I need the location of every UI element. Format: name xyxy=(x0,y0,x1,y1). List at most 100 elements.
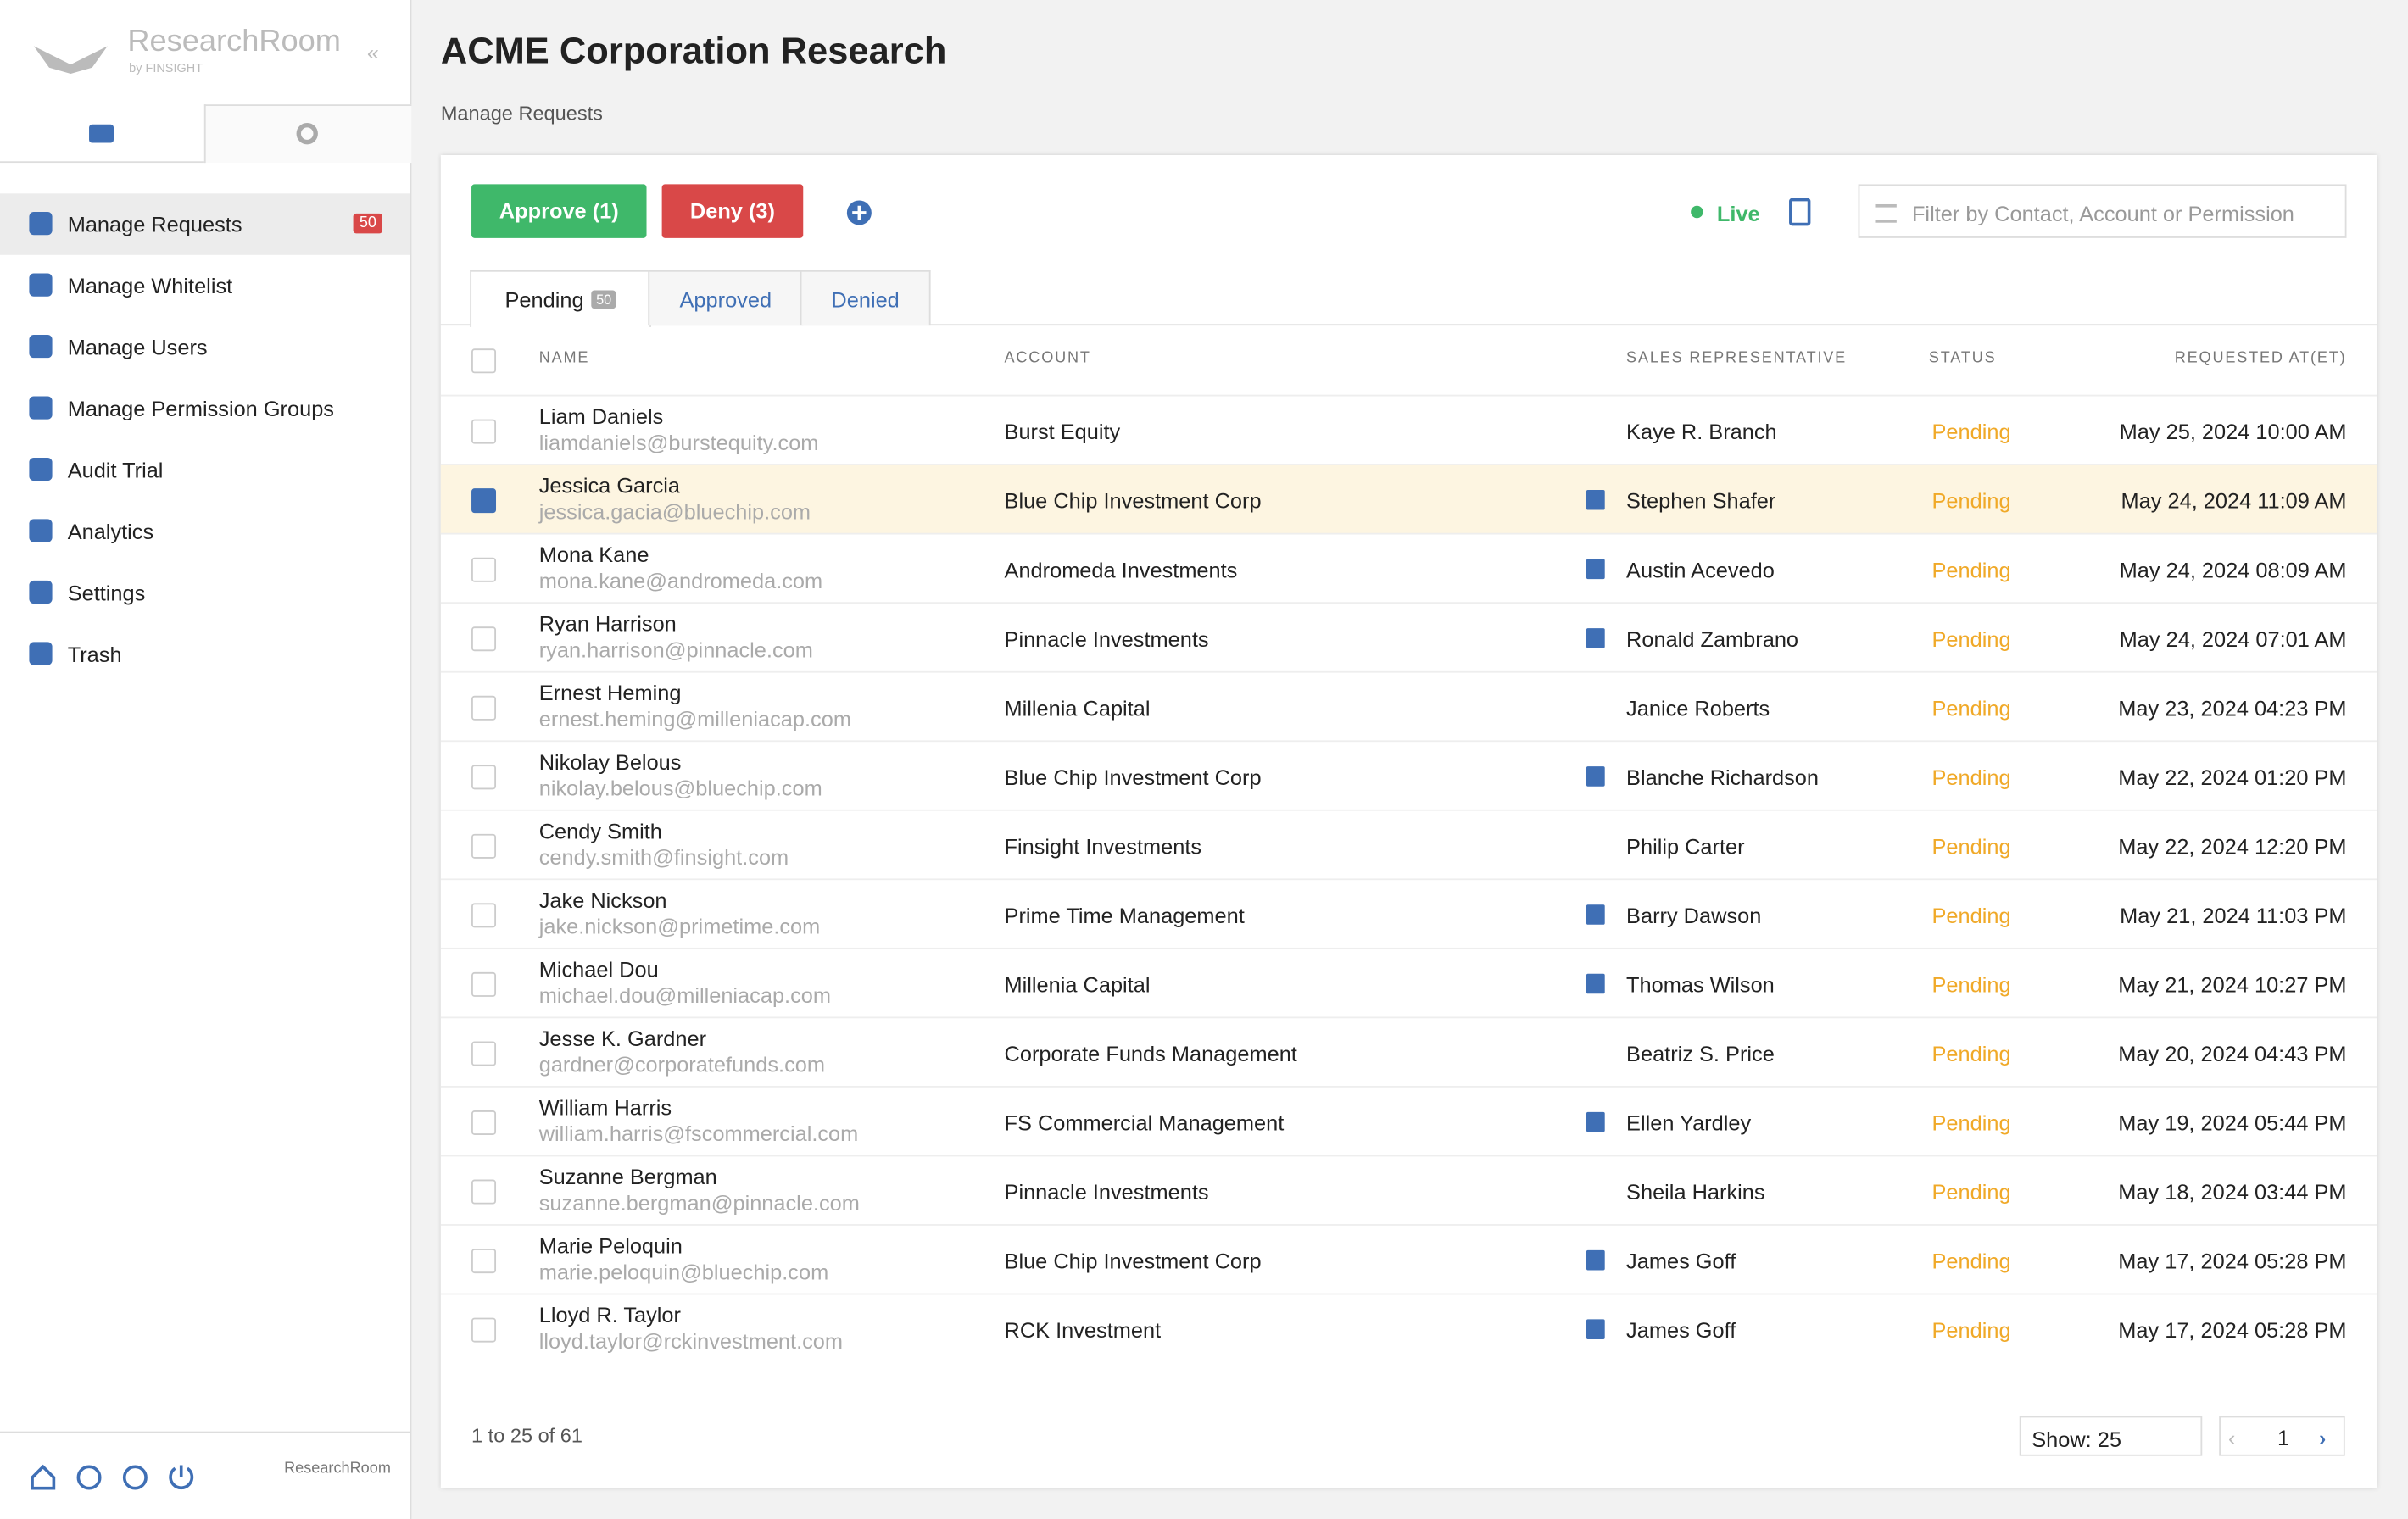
note-icon[interactable] xyxy=(1586,766,1605,787)
status: Pending xyxy=(1931,971,2011,997)
table-row: Jessica Garcia jessica.gacia@bluechip.com… xyxy=(440,464,2377,535)
row-checkbox[interactable] xyxy=(471,1317,497,1343)
requested-at: May 22, 2024 01:20 PM xyxy=(2118,765,2347,790)
table-row: William Harris william.harris@fscommercia… xyxy=(440,1086,2377,1156)
table-row: Jesse K. Gardner gardner@corporatefunds.c… xyxy=(440,1016,2377,1087)
column-header[interactable]: SALES REPRESENTATIVE xyxy=(1626,350,1848,368)
row-checkbox[interactable] xyxy=(471,488,497,514)
sales-rep: Philip Carter xyxy=(1626,833,1745,859)
column-header[interactable]: ACCOUNT xyxy=(1004,350,1091,368)
tab[interactable]: Pending 50 xyxy=(470,270,651,327)
account: Pinnacle Investments xyxy=(1004,1179,1209,1205)
tab-label: Denied xyxy=(831,287,900,312)
tab[interactable]: Denied xyxy=(800,270,931,326)
divider xyxy=(0,1431,410,1433)
row-checkbox[interactable] xyxy=(471,419,497,444)
nav-item[interactable]: Audit Trial xyxy=(0,439,410,500)
nav-item[interactable]: Manage Permission Groups xyxy=(0,378,410,439)
tab[interactable]: Approved xyxy=(648,270,804,326)
status: Pending xyxy=(1931,419,2011,444)
nav-item[interactable]: Manage Requests 50 xyxy=(0,193,410,255)
nav-icon xyxy=(29,519,53,542)
account: Andromeda Investments xyxy=(1004,557,1238,582)
prev-page[interactable]: ‹ xyxy=(2228,1425,2236,1450)
column-header[interactable]: NAME xyxy=(538,350,590,368)
status: Pending xyxy=(1931,695,2011,721)
nav-label: Trash xyxy=(67,642,122,667)
nav-item[interactable]: Analytics xyxy=(0,501,410,562)
requested-at: May 21, 2024 10:27 PM xyxy=(2118,971,2347,997)
requested-at: May 17, 2024 05:28 PM xyxy=(2118,1317,2347,1343)
table-row: Cendy Smith cendy.smith@finsight.com Finsi… xyxy=(440,809,2377,880)
filter-input[interactable]: Filter by Contact, Account or Permission xyxy=(1858,184,2347,238)
account: Blue Chip Investment Corp xyxy=(1004,1249,1262,1274)
table-row: Michael Dou michael.dou@milleniacap.com Mi… xyxy=(440,947,2377,1018)
table-row: Lloyd R. Taylor lloyd.taylor@rckinvestmen… xyxy=(440,1293,2377,1364)
next-page[interactable]: › xyxy=(2318,1425,2327,1450)
note-icon[interactable] xyxy=(1586,559,1605,580)
note-icon[interactable] xyxy=(1586,628,1605,648)
live-dot xyxy=(1691,205,1703,219)
folder-tab[interactable] xyxy=(0,104,206,164)
xls-export[interactable] xyxy=(1789,198,1811,226)
row-checkbox[interactable] xyxy=(471,557,497,582)
page-size-select[interactable]: Show: 25 xyxy=(2019,1416,2203,1456)
brand-by: by FINSIGHT xyxy=(129,61,203,75)
add-button[interactable] xyxy=(846,200,872,226)
footer-icons[interactable] xyxy=(28,1462,212,1493)
sales-rep: Austin Acevedo xyxy=(1626,557,1775,582)
contact-name: Ernest Heming xyxy=(538,680,682,705)
requested-at: May 22, 2024 12:20 PM xyxy=(2118,833,2347,859)
select-all[interactable] xyxy=(471,348,497,374)
row-checkbox[interactable] xyxy=(471,903,497,928)
row-checkbox[interactable] xyxy=(471,833,497,859)
pager[interactable]: ‹ 1 › xyxy=(2219,1416,2345,1456)
account: Blue Chip Investment Corp xyxy=(1004,488,1262,514)
sidebar: ResearchRoom by FINSIGHT « ResearchRoom … xyxy=(0,0,412,1519)
row-checkbox[interactable] xyxy=(471,1110,497,1135)
sales-rep: James Goff xyxy=(1626,1249,1736,1274)
requested-at: May 24, 2024 08:09 AM xyxy=(2119,557,2347,582)
row-checkbox[interactable] xyxy=(471,1249,497,1274)
column-header[interactable]: STATUS xyxy=(1928,350,1997,368)
collapse[interactable]: « xyxy=(366,40,379,65)
note-icon[interactable] xyxy=(1586,1319,1605,1339)
brand-name: ResearchRoom xyxy=(127,24,342,58)
approve-button[interactable]: Approve (1) xyxy=(471,184,647,238)
row-checkbox[interactable] xyxy=(471,971,497,997)
row-checkbox[interactable] xyxy=(471,1179,497,1205)
note-icon[interactable] xyxy=(1586,1249,1605,1271)
sales-rep: James Goff xyxy=(1626,1317,1736,1343)
status: Pending xyxy=(1931,1041,2011,1066)
sales-rep: Stephen Shafer xyxy=(1626,488,1776,514)
row-checkbox[interactable] xyxy=(471,626,497,652)
nav-item[interactable]: Trash xyxy=(0,624,410,685)
note-icon[interactable] xyxy=(1586,904,1605,925)
contact-email: michael.dou@milleniacap.com xyxy=(538,982,832,1008)
contact-name: Jessica Garcia xyxy=(538,473,681,498)
contact-email: gardner@corporatefunds.com xyxy=(538,1052,825,1077)
nav-item[interactable]: Settings xyxy=(0,562,410,623)
column-header[interactable]: REQUESTED AT(ET) xyxy=(2174,350,2347,368)
nav-label: Analytics xyxy=(67,519,154,544)
row-checkbox[interactable] xyxy=(471,1041,497,1066)
contact-email: jessica.gacia@bluechip.com xyxy=(538,498,811,524)
filter-placeholder: Filter by Contact, Account or Permission xyxy=(1911,201,2294,226)
row-checkbox[interactable] xyxy=(471,765,497,790)
settings-tab[interactable] xyxy=(203,104,412,164)
deny-button[interactable]: Deny (3) xyxy=(661,184,804,238)
status: Pending xyxy=(1931,1317,2011,1343)
status: Pending xyxy=(1931,1179,2011,1205)
row-checkbox[interactable] xyxy=(471,695,497,721)
note-icon[interactable] xyxy=(1586,489,1605,510)
nav-item[interactable]: Manage Whitelist xyxy=(0,255,410,316)
nav-item[interactable]: Manage Users xyxy=(0,316,410,377)
note-icon[interactable] xyxy=(1586,1111,1605,1132)
sales-rep: Kaye R. Branch xyxy=(1626,419,1777,444)
table-row: Marie Peloquin marie.peloquin@bluechip.co… xyxy=(440,1224,2377,1294)
contact-email: liamdaniels@burstequity.com xyxy=(538,430,819,455)
note-icon[interactable] xyxy=(1586,973,1605,994)
contact-name: William Harris xyxy=(538,1094,672,1120)
account: Millenia Capital xyxy=(1004,971,1151,997)
